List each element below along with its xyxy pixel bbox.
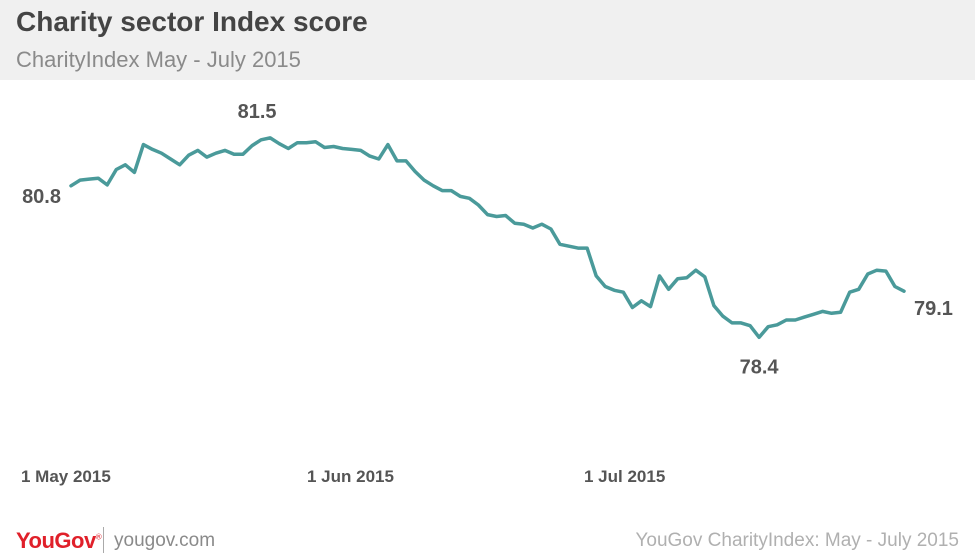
chart-subtitle: CharityIndex May - July 2015 [16, 47, 301, 72]
data-label: 78.4 [740, 356, 780, 378]
data-label: 79.1 [914, 298, 953, 320]
chart-header: Charity sector Index score CharityIndex … [0, 0, 975, 80]
footer-site-link[interactable]: yougov.com [114, 530, 216, 551]
data-label: 81.5 [238, 101, 277, 123]
x-tick-label: 1 May 2015 [21, 467, 111, 486]
footer-source: YouGov CharityIndex: May - July 2015 [635, 530, 959, 551]
chart-title: Charity sector Index score [16, 6, 368, 37]
registered-mark: ® [95, 532, 102, 542]
line-chart: 1 May 2015 1 Jun 2015 1 Jul 2015 80.8 81.5 78… [21, 101, 953, 486]
x-tick-label: 1 Jul 2015 [584, 467, 665, 486]
x-tick-label: 1 Jun 2015 [307, 467, 394, 486]
data-label: 80.8 [22, 186, 61, 208]
series-line [69, 136, 906, 340]
footer-divider [103, 527, 104, 553]
yougov-logo[interactable]: YouGov® [16, 528, 102, 554]
yougov-logo-text: YouGov [16, 528, 96, 553]
